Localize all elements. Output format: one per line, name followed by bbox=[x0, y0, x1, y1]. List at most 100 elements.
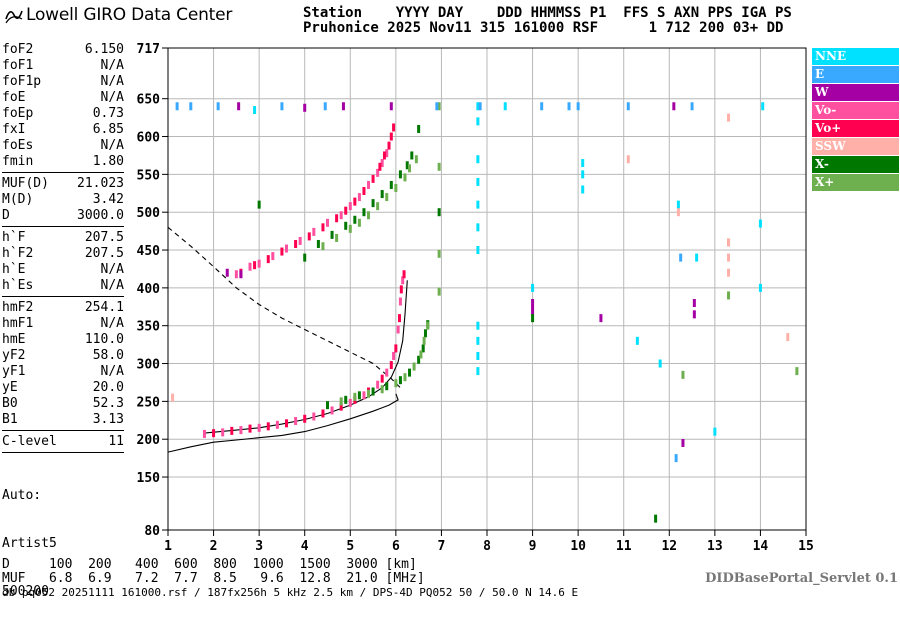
echo-point bbox=[362, 391, 366, 400]
echo-point bbox=[344, 221, 348, 230]
echo-point bbox=[681, 438, 685, 447]
parameter-row: hmF2 254.1 bbox=[2, 300, 124, 316]
parameter-value: 21.023 bbox=[77, 176, 124, 191]
echo-point bbox=[330, 406, 334, 415]
muf-distance-table: D 100 200 400 600 800 1000 1500 3000 [km… bbox=[2, 558, 425, 586]
file-footer: db pq052 20251111 161000.rsf / 187fx256h… bbox=[2, 586, 579, 599]
x-tick-label: 6 bbox=[392, 539, 400, 554]
echo-point bbox=[284, 244, 288, 253]
parameter-label: foEp bbox=[2, 106, 34, 121]
parameter-value: N/A bbox=[100, 262, 124, 277]
echo-point bbox=[761, 102, 765, 111]
profile-lower-curve bbox=[167, 393, 399, 453]
parameter-row: D 3000.0 bbox=[2, 208, 124, 224]
parameter-group-critical-frequencies: foF2 6.150 foF1 N/A foF1p N/A foE N/A foEp 0.73 fx… bbox=[2, 42, 124, 170]
parameter-label: yE bbox=[2, 380, 18, 395]
x-tick-label: 11 bbox=[616, 539, 632, 554]
parameter-label: h`E bbox=[2, 262, 26, 277]
echo-point bbox=[316, 239, 320, 248]
parameter-label: hmE bbox=[2, 332, 26, 347]
echo-point bbox=[476, 367, 480, 376]
echo-point bbox=[419, 350, 423, 359]
x-tick-label: 14 bbox=[753, 539, 769, 554]
echo-point bbox=[476, 351, 480, 360]
parameter-value: 1.80 bbox=[92, 154, 124, 169]
echo-point bbox=[212, 429, 216, 438]
echo-point bbox=[727, 268, 731, 277]
y-tick-label: 250 bbox=[137, 395, 161, 410]
echo-point bbox=[202, 429, 206, 438]
legend-item: X+ bbox=[812, 174, 899, 191]
echo-point bbox=[237, 102, 241, 111]
echo-point bbox=[403, 373, 407, 382]
x-tick-label: 3 bbox=[255, 539, 263, 554]
parameter-label: foF1p bbox=[2, 74, 42, 89]
echo-point bbox=[253, 261, 257, 270]
parameter-row: foF2 6.150 bbox=[2, 42, 124, 58]
echo-point bbox=[175, 102, 179, 111]
x-tick-label: 2 bbox=[210, 539, 218, 554]
echo-point bbox=[403, 173, 407, 182]
echo-point bbox=[378, 162, 382, 171]
echo-point bbox=[626, 155, 630, 164]
echo-point bbox=[382, 151, 386, 160]
parameters-panel: foF2 6.150 foF1 N/A foF1p N/A foE N/A foEp 0.73 fx… bbox=[2, 42, 124, 632]
echo-point bbox=[389, 132, 393, 141]
echo-point bbox=[353, 215, 357, 224]
echo-point bbox=[540, 102, 544, 111]
echo-point bbox=[727, 113, 731, 122]
parameter-row: foEp 0.73 bbox=[2, 106, 124, 122]
parameter-value: 6.85 bbox=[92, 122, 124, 137]
echo-point bbox=[676, 200, 680, 209]
echo-point bbox=[367, 211, 371, 220]
parameter-row: fxI 6.85 bbox=[2, 122, 124, 138]
echo-point bbox=[257, 200, 261, 209]
y-tick-label: 717 bbox=[137, 42, 160, 57]
x-tick-label: 10 bbox=[570, 539, 586, 554]
echo-point bbox=[658, 359, 662, 368]
echo-point bbox=[380, 385, 384, 394]
divider bbox=[2, 296, 124, 297]
parameter-row: fmin 1.80 bbox=[2, 154, 124, 170]
parameter-label: yF2 bbox=[2, 348, 26, 363]
echo-point bbox=[417, 124, 421, 133]
parameter-row: h`E N/A bbox=[2, 262, 124, 278]
echo-point bbox=[398, 170, 402, 179]
parameter-row: M(D) 3.42 bbox=[2, 192, 124, 208]
echo-point bbox=[357, 218, 361, 227]
x-tick-label: 12 bbox=[661, 539, 677, 554]
echo-point bbox=[376, 202, 380, 211]
parameter-label: foE bbox=[2, 90, 26, 105]
echo-point bbox=[503, 102, 507, 111]
y-tick-label: 80 bbox=[144, 524, 160, 539]
echo-point bbox=[257, 423, 261, 432]
parameter-value: 0.73 bbox=[92, 106, 124, 121]
echo-point bbox=[353, 197, 357, 206]
parameter-row: foF1p N/A bbox=[2, 74, 124, 90]
echo-point bbox=[253, 106, 257, 115]
parameter-value: 110.0 bbox=[84, 332, 124, 347]
echo-point bbox=[626, 102, 630, 111]
parameter-value: N/A bbox=[100, 278, 124, 293]
echo-point bbox=[323, 102, 327, 111]
x-tick-label: 1 bbox=[164, 539, 172, 554]
echo-point bbox=[394, 344, 398, 353]
echo-point bbox=[417, 355, 421, 364]
parameter-row: h`F 207.5 bbox=[2, 230, 124, 246]
parameter-value: 52.3 bbox=[92, 396, 124, 411]
autoscaling-info: Auto: Artist5 500200 bbox=[2, 456, 124, 632]
echo-point bbox=[239, 426, 243, 435]
echo-point bbox=[437, 249, 441, 258]
parameter-value: 207.5 bbox=[84, 230, 124, 245]
echo-point bbox=[422, 336, 426, 345]
echo-point bbox=[225, 268, 229, 277]
y-tick-label: 500 bbox=[137, 206, 161, 221]
parameter-row: B0 52.3 bbox=[2, 396, 124, 412]
echo-point bbox=[405, 161, 409, 170]
echo-point bbox=[795, 367, 799, 376]
echo-point bbox=[385, 193, 389, 202]
parameter-row: B1 3.13 bbox=[2, 412, 124, 428]
legend-item: Vo- bbox=[812, 102, 899, 119]
echo-point bbox=[362, 187, 366, 196]
auto-label: Auto: bbox=[2, 488, 42, 503]
